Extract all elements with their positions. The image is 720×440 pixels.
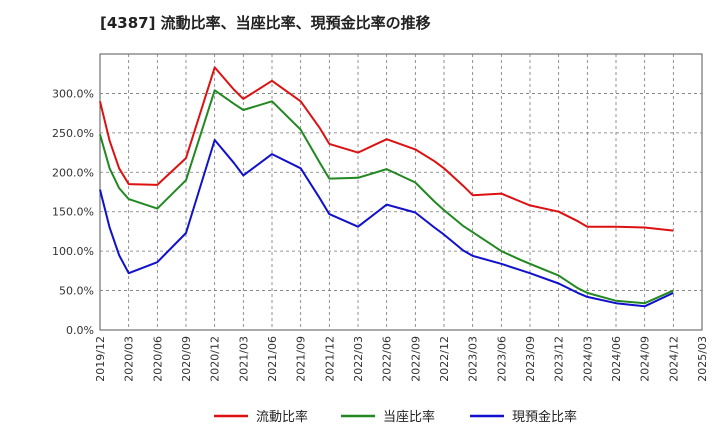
x-tick-label: 2021/09: [295, 336, 308, 382]
x-tick-label: 2021/06: [266, 336, 279, 382]
x-tick-label: 2022/12: [438, 336, 451, 382]
series-line-3: [99, 139, 674, 308]
x-tick-label: 2023/03: [467, 336, 480, 382]
y-tick-label: 250.0%: [52, 127, 94, 140]
x-tick-label: 2024/09: [639, 336, 652, 382]
y-axis-ticks: 0.0% 50.0% 100.0% 150.0% 200.0% 250.0% 300.0%: [52, 87, 94, 337]
legend: 流動比率 当座比率 現預金比率: [214, 409, 577, 425]
series-line-2: [99, 89, 674, 305]
x-tick-label: 2020/03: [123, 336, 136, 382]
plot-area: [99, 53, 703, 331]
legend-label-1: 流動比率: [256, 409, 308, 425]
x-tick-label: 2021/03: [237, 336, 250, 382]
x-tick-label: 2020/06: [151, 336, 164, 382]
legend-label-3: 現預金比率: [512, 409, 577, 425]
y-tick-label: 50.0%: [59, 285, 94, 298]
x-tick-label: 2024/12: [667, 336, 680, 382]
y-tick-label: 0.0%: [66, 324, 94, 337]
x-tick-label: 2025/03: [696, 336, 709, 382]
x-tick-label: 2022/03: [352, 336, 365, 382]
x-axis-ticks: 2019/12 2020/03 2020/06 2020/09 2020/12 2021/…: [94, 336, 709, 382]
legend-label-2: 当座比率: [383, 409, 435, 425]
y-tick-label: 100.0%: [52, 245, 94, 258]
x-tick-label: 2023/09: [524, 336, 537, 382]
x-tick-label: 2022/09: [409, 336, 422, 382]
y-tick-label: 300.0%: [52, 87, 94, 100]
x-tick-label: 2021/12: [323, 336, 336, 382]
series-lines: [99, 66, 674, 308]
y-tick-label: 200.0%: [52, 166, 94, 179]
chart-title: [4387] 流動比率、当座比率、現預金比率の推移: [100, 14, 431, 32]
x-tick-label: 2024/03: [581, 336, 594, 382]
grid: [100, 54, 702, 330]
y-tick-label: 150.0%: [52, 206, 94, 219]
x-tick-label: 2020/09: [180, 336, 193, 382]
x-tick-label: 2019/12: [94, 336, 107, 382]
x-tick-label: 2023/12: [553, 336, 566, 382]
series-line-1: [99, 66, 674, 232]
x-tick-label: 2023/06: [495, 336, 508, 382]
x-tick-label: 2020/12: [209, 336, 222, 382]
x-tick-label: 2024/06: [610, 336, 623, 382]
x-tick-label: 2022/06: [381, 336, 394, 382]
